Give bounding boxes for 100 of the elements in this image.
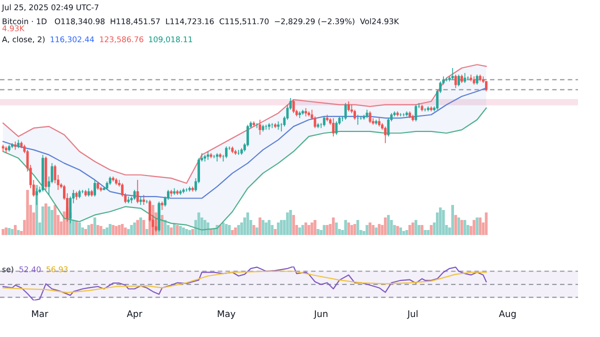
bar <box>41 206 44 235</box>
candlestick <box>368 110 372 124</box>
candlestick <box>264 124 268 130</box>
bar <box>108 224 112 235</box>
bar <box>16 230 20 235</box>
x-tick-label: Jun <box>314 310 328 319</box>
bar <box>396 226 399 235</box>
candlestick <box>464 72 466 84</box>
bar <box>372 224 374 235</box>
bar <box>463 220 466 235</box>
bar <box>280 220 283 235</box>
candlestick <box>322 116 326 127</box>
bar <box>231 230 234 235</box>
candlestick <box>485 80 488 92</box>
bar <box>72 220 75 235</box>
bar <box>451 204 454 235</box>
bar <box>399 227 402 235</box>
bar <box>176 224 179 235</box>
candlestick <box>332 118 335 137</box>
bar <box>170 227 173 235</box>
bar <box>14 224 17 235</box>
bar <box>476 217 478 235</box>
bar <box>191 228 194 235</box>
bar <box>298 227 302 235</box>
candlestick <box>133 189 136 200</box>
bar <box>120 224 124 235</box>
bar <box>93 217 96 235</box>
bar <box>237 224 240 235</box>
bar <box>212 228 216 235</box>
bar <box>454 214 458 235</box>
bar <box>54 204 56 235</box>
bar <box>204 220 206 235</box>
bar <box>414 220 418 235</box>
candlestick <box>454 74 457 88</box>
bar <box>90 224 94 235</box>
candlestick <box>476 74 478 86</box>
bar <box>347 222 350 235</box>
bar <box>258 217 262 235</box>
bar <box>142 220 146 235</box>
bar <box>353 224 356 235</box>
bar <box>310 222 314 235</box>
candlestick <box>344 102 347 120</box>
bar <box>344 220 347 235</box>
bar <box>112 224 115 235</box>
bar <box>133 222 136 235</box>
bar <box>172 224 176 235</box>
bar <box>308 224 310 235</box>
bar <box>478 217 482 235</box>
bar <box>304 222 308 235</box>
bar <box>484 212 488 235</box>
bar <box>408 224 412 235</box>
bar <box>8 228 11 235</box>
bar <box>314 220 316 235</box>
bar <box>276 222 280 235</box>
candlestick <box>414 104 418 122</box>
bar <box>378 224 381 235</box>
bar <box>210 228 212 235</box>
bar <box>130 224 133 235</box>
bar <box>350 224 354 235</box>
bar <box>292 214 295 235</box>
bar <box>472 220 476 235</box>
bar <box>102 228 106 235</box>
bar <box>426 230 430 235</box>
bar <box>326 224 329 235</box>
bar <box>356 220 360 235</box>
bar <box>114 226 118 235</box>
candlestick <box>384 126 387 144</box>
bar <box>2 228 4 235</box>
x-tick-label: Apr <box>126 310 142 319</box>
bar <box>87 224 90 235</box>
bar <box>264 222 268 235</box>
bar <box>206 222 210 235</box>
bar <box>145 228 148 235</box>
bar <box>160 214 164 235</box>
bar <box>387 214 390 235</box>
bar <box>96 224 100 235</box>
candlestick <box>451 68 454 80</box>
bar <box>78 222 81 235</box>
bar <box>48 206 50 235</box>
bar <box>420 224 424 235</box>
bar <box>274 228 277 235</box>
bar <box>405 230 408 235</box>
candlestick <box>136 179 139 204</box>
bar <box>139 217 142 235</box>
bar <box>374 227 378 235</box>
x-tick-label: Mar <box>32 310 48 318</box>
bar <box>44 203 48 235</box>
bar <box>182 227 185 235</box>
bar <box>316 228 320 235</box>
bar <box>335 222 338 235</box>
candlestick <box>258 119 262 136</box>
candlestick <box>347 100 350 112</box>
bar <box>136 220 139 235</box>
bar <box>188 230 191 235</box>
bar <box>118 224 121 235</box>
bar <box>246 212 250 235</box>
bar <box>322 224 326 235</box>
x-tick-label: Aug <box>498 310 516 319</box>
bar <box>457 217 460 235</box>
x-tick-label: Jul <box>406 310 418 319</box>
